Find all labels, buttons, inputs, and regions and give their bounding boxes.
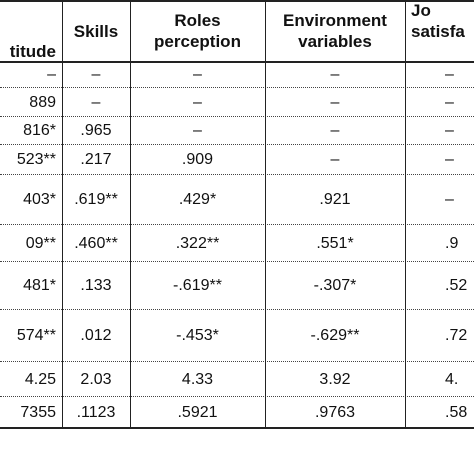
column-border [130, 0, 131, 428]
table-cell: – [330, 122, 340, 139]
table-cell: – [47, 66, 56, 83]
header-cell: Jo satisfa [405, 0, 474, 62]
table-cell: .551* [316, 234, 354, 252]
table-cell: – [193, 122, 202, 139]
table-cell: .921 [319, 191, 351, 208]
column-border [265, 0, 266, 428]
header-text: satisfa [411, 22, 465, 41]
header-text: Environment [283, 11, 387, 30]
table-cell: – [445, 191, 454, 208]
table-cell: .9 [445, 234, 459, 252]
row-border [0, 144, 474, 145]
table-cell: – [91, 66, 101, 83]
table-cell: -.629** [310, 327, 360, 344]
table-cell: .322** [175, 234, 220, 252]
table-cell: 2.03 [80, 370, 112, 388]
header-text: Roles [174, 11, 221, 30]
table-cell: 403* [23, 191, 56, 208]
header-text: titude [9, 42, 56, 61]
table-cell: .909 [181, 151, 214, 168]
table-cell: 4.25 [24, 370, 56, 388]
top-border [0, 0, 474, 2]
row-border [0, 261, 474, 262]
table-cell: – [445, 93, 454, 111]
table-cell: – [445, 151, 454, 168]
row-border [0, 309, 474, 310]
table-cell: 09** [25, 234, 56, 252]
table-cell: – [445, 122, 454, 139]
table-cell: .012 [80, 327, 112, 344]
header-cell: titude [0, 0, 62, 62]
column-border [62, 0, 63, 428]
row-border [0, 224, 474, 225]
table-cell: – [330, 151, 340, 168]
table-cell: – [91, 93, 101, 111]
header-text: variables [298, 32, 372, 51]
row-border [0, 116, 474, 117]
table-cell: 4. [445, 370, 459, 388]
table-cell: 523** [16, 151, 56, 168]
table-cell: 574** [16, 327, 56, 344]
header-text: Skills [73, 21, 119, 41]
column-border [405, 0, 406, 428]
table-cell: .52 [445, 277, 468, 294]
table-cell: – [193, 66, 202, 83]
table-cell: 481* [23, 277, 56, 294]
table-cell: 3.92 [319, 370, 351, 388]
table-cell: – [330, 93, 340, 111]
table-cell: .1123 [76, 403, 116, 421]
header-cell: Roles perception [130, 0, 265, 62]
row-border [0, 87, 474, 88]
row-border [0, 61, 474, 63]
row-border [0, 174, 474, 175]
header-cell: Skills [62, 0, 130, 62]
table-cell: .217 [80, 151, 112, 168]
table-cell: .429* [178, 191, 217, 208]
table-cell: -.307* [313, 277, 357, 294]
table-cell: -.453* [176, 327, 219, 344]
table-cell: .72 [445, 327, 468, 344]
header-cell: Environment variables [265, 0, 405, 62]
row-border [0, 427, 474, 429]
table-cell: – [445, 66, 454, 83]
table-cell: 7355 [20, 403, 56, 421]
table-cell: 816* [23, 122, 56, 139]
table-cell: – [193, 93, 202, 111]
table-cell: – [330, 66, 340, 83]
header-text: Jo [411, 1, 431, 20]
table-cell: .58 [445, 403, 468, 421]
row-border [0, 396, 474, 397]
table-cell: .965 [80, 122, 112, 139]
table-cell: 4.33 [181, 370, 214, 388]
row-border [0, 361, 474, 362]
header-text: perception [154, 32, 241, 51]
table-cell: .619** [74, 191, 118, 208]
table-cell: .5921 [177, 403, 218, 421]
table-cell: .460** [74, 234, 118, 252]
table-cell: .133 [80, 277, 112, 294]
table-cell: .9763 [314, 403, 356, 421]
table-cell: 889 [29, 93, 56, 111]
table-cell: -.619** [173, 277, 222, 294]
